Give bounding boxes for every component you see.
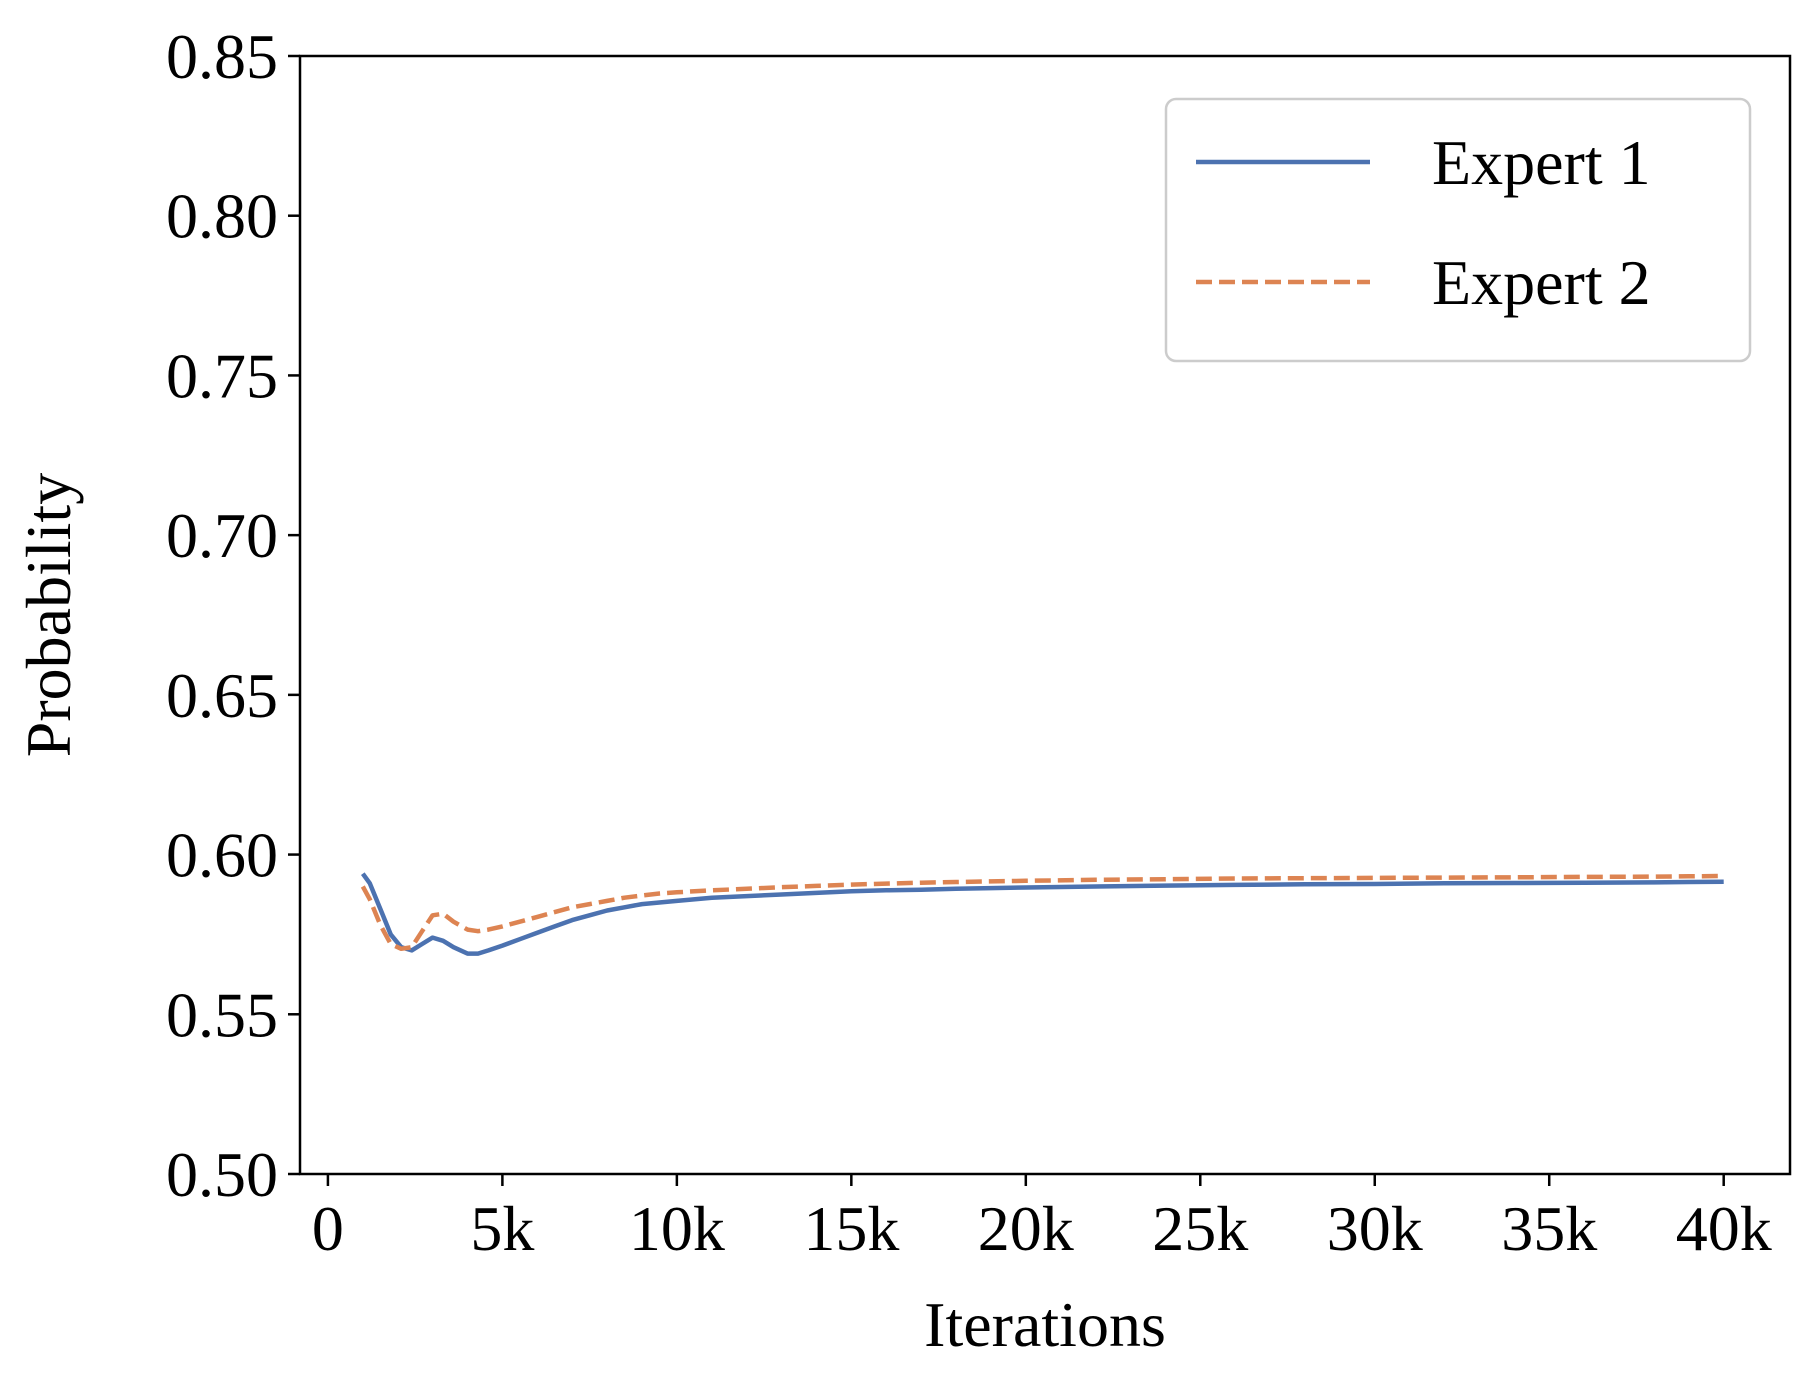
y-tick-label: 0.50	[166, 1139, 278, 1210]
x-tick-label: 35k	[1501, 1193, 1597, 1264]
x-tick-label: 40k	[1676, 1193, 1772, 1264]
x-tick-label: 5k	[470, 1193, 534, 1264]
y-tick-label: 0.80	[166, 181, 278, 252]
x-tick-label: 10k	[629, 1193, 725, 1264]
x-tick-label: 15k	[803, 1193, 899, 1264]
series-line-1	[360, 872, 1724, 956]
y-tick-label: 0.70	[166, 500, 278, 571]
series-group	[360, 872, 1724, 956]
y-tick-label: 0.65	[166, 660, 278, 731]
y-tick-label: 0.60	[166, 820, 278, 891]
y-tick-label: 0.55	[166, 979, 278, 1050]
y-tick-label: 0.75	[166, 340, 278, 411]
legend: Expert 1 Expert 2	[1164, 97, 1752, 363]
legend-box	[1164, 97, 1752, 363]
x-tick-label: 0	[312, 1193, 344, 1264]
x-tick-label: 25k	[1152, 1193, 1248, 1264]
x-axis-title: Iterations	[924, 1289, 1166, 1360]
x-tick-label: 30k	[1327, 1193, 1423, 1264]
y-tick-label: 0.85	[166, 21, 278, 92]
x-tick-label: 20k	[978, 1193, 1074, 1264]
legend-label-1: Expert 1	[1432, 127, 1651, 198]
legend-label-2: Expert 2	[1432, 247, 1651, 318]
axes: 0.50 0.55 0.60 0.65 0.70 0.75 0.80 0.85 0 5k 10k 15…	[166, 21, 1772, 1264]
series-line-2	[360, 873, 1724, 952]
y-axis-title: Probability	[13, 473, 84, 757]
